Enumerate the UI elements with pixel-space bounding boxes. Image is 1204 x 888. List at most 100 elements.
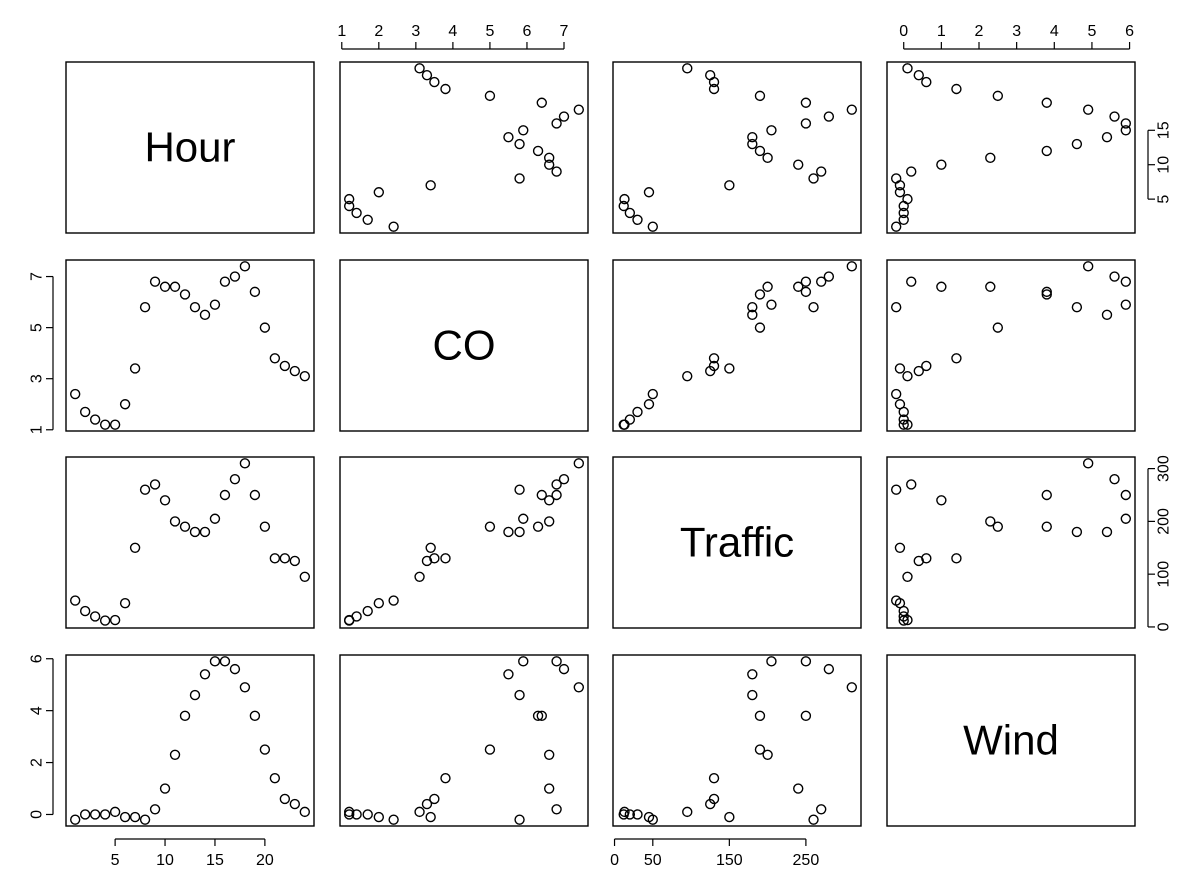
data-point: [762, 281, 773, 292]
data-point: [289, 555, 301, 567]
data-point: [1120, 276, 1132, 287]
tick-label: 6: [1125, 23, 1134, 40]
data-point: [816, 804, 827, 815]
data-point: [808, 173, 819, 184]
data-point: [846, 261, 858, 272]
data-point: [219, 276, 231, 287]
data-point: [89, 611, 101, 622]
data-point: [1082, 458, 1094, 469]
data-point: [139, 301, 151, 313]
data-point: [189, 689, 201, 701]
panel-wind-wind: [886, 654, 1136, 827]
data-point: [632, 406, 643, 418]
data-point: [518, 125, 529, 136]
data-point: [558, 663, 570, 675]
tick-label: 7: [29, 272, 46, 281]
data-point: [279, 553, 291, 564]
data-point: [514, 689, 525, 701]
data-point: [199, 309, 211, 321]
data-point: [992, 322, 1004, 333]
data-point: [898, 200, 909, 212]
data-point: [624, 207, 636, 219]
tick-label: 6: [29, 654, 46, 663]
data-point: [902, 63, 913, 74]
data-point: [1120, 489, 1132, 501]
data-point: [219, 656, 231, 667]
data-point: [429, 553, 440, 564]
tick-label: 3: [29, 374, 46, 383]
data-point: [705, 798, 716, 810]
data-point: [269, 353, 281, 364]
data-point: [800, 656, 812, 667]
data-point: [1041, 521, 1052, 532]
tick-label: 250: [793, 852, 820, 869]
data-point: [643, 399, 655, 410]
data-point: [1120, 299, 1132, 310]
data-point: [808, 814, 819, 825]
data-point: [139, 484, 151, 495]
data-point: [543, 516, 555, 527]
tick-label: 2: [29, 758, 46, 767]
data-point: [149, 479, 161, 490]
tick-label: 300: [1156, 455, 1173, 482]
data-point: [793, 281, 804, 292]
data-point: [129, 542, 141, 553]
data-point: [1109, 473, 1120, 485]
panel-co-wind: [886, 259, 1136, 432]
data-point: [816, 276, 827, 287]
tick-label: 100: [1156, 561, 1173, 588]
data-point: [913, 555, 924, 567]
data-point: [936, 159, 947, 170]
data-point: [551, 656, 562, 667]
tick-label: 150: [716, 852, 743, 869]
data-point: [79, 406, 91, 418]
tick-label: 5: [485, 23, 494, 40]
data-point: [921, 76, 932, 88]
data-point: [425, 811, 436, 823]
data-point: [890, 221, 902, 232]
data-point: [169, 516, 181, 527]
data-point: [343, 193, 355, 205]
data-point: [239, 682, 251, 693]
data-point: [269, 553, 281, 564]
panel-co-co: [339, 259, 589, 432]
data-point: [99, 419, 111, 430]
data-point: [373, 597, 385, 609]
tick-label: 5: [1087, 23, 1096, 40]
tick-label: 200: [1156, 508, 1173, 535]
data-point: [632, 214, 643, 225]
data-point: [1120, 125, 1132, 136]
panel-wind-traffic: [612, 654, 862, 827]
data-point: [846, 682, 858, 693]
data-point: [129, 363, 141, 374]
data-point: [898, 214, 909, 225]
data-point: [624, 414, 636, 425]
data-point: [69, 595, 81, 606]
data-point: [921, 360, 932, 372]
data-point: [1082, 104, 1094, 115]
data-point: [79, 809, 91, 820]
data-point: [209, 513, 221, 524]
data-point: [1082, 261, 1094, 272]
data-point: [373, 187, 385, 198]
data-point: [619, 419, 630, 430]
data-point: [708, 353, 720, 364]
data-point: [823, 111, 835, 122]
data-point: [936, 495, 947, 506]
data-point: [249, 286, 261, 298]
data-point: [159, 495, 171, 506]
data-point: [536, 489, 547, 501]
data-point: [573, 104, 585, 115]
data-point: [219, 489, 231, 501]
data-point: [992, 90, 1004, 102]
panel-traffic-wind: [886, 456, 1136, 629]
data-point: [362, 605, 373, 617]
data-point: [619, 193, 630, 205]
data-point: [343, 614, 355, 626]
data-point: [724, 180, 735, 191]
data-point: [259, 744, 271, 755]
data-point: [1041, 145, 1052, 157]
data-point: [139, 814, 151, 825]
data-point: [532, 145, 544, 157]
data-point: [109, 806, 121, 818]
